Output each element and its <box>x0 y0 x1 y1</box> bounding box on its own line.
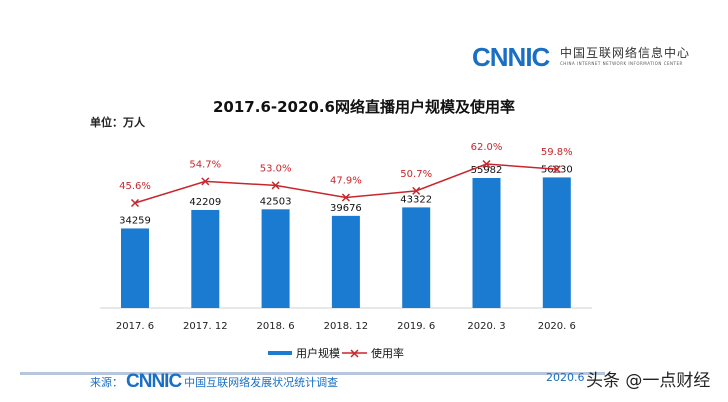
x-tick-label: 2017. 6 <box>116 321 154 332</box>
rate-label: 50.7% <box>400 169 432 180</box>
x-tick-label: 2018. 6 <box>257 321 295 332</box>
rate-marker <box>201 177 210 186</box>
footer-divider <box>20 372 605 375</box>
rate-marker <box>482 159 491 169</box>
bar <box>191 209 220 308</box>
legend-bar-label: 用户规模 <box>296 346 340 360</box>
x-tick-label: 2018. 12 <box>324 321 369 332</box>
bar-label: 42209 <box>189 197 221 208</box>
bar <box>331 215 360 308</box>
rate-marker <box>130 198 140 208</box>
rate-marker <box>271 181 280 190</box>
bar-label: 55982 <box>471 165 503 176</box>
x-tick-label: 2020. 3 <box>467 321 505 332</box>
rate-marker <box>552 165 561 174</box>
rate-label: 45.6% <box>119 181 151 192</box>
bar-label: 39676 <box>330 203 362 214</box>
rate-label: 59.8% <box>541 147 573 158</box>
rate-label: 53.0% <box>260 163 292 174</box>
source: 来源： CNNIC 中国互联网络发展状况统计调查 <box>90 371 338 393</box>
bar-label: 42503 <box>260 196 292 207</box>
bar <box>542 177 571 308</box>
bar <box>121 228 149 308</box>
x-tick-label: 2020. 6 <box>538 321 576 332</box>
source-label: 来源： <box>90 376 123 389</box>
unit-label: 单位：万人 <box>90 116 145 129</box>
rate-label: 62.0% <box>471 142 503 153</box>
cnnic-logo: CNNIC <box>472 42 550 72</box>
logo-chinese-name: 中国互联网络信息中心 <box>560 46 691 60</box>
bar <box>472 178 501 308</box>
x-tick-label: 2017. 12 <box>183 321 228 332</box>
rate-marker <box>412 186 421 195</box>
report-date: 2020.6 <box>546 371 585 384</box>
chart-title: 2017.6-2020.6网络直播用户规模及使用率 <box>213 98 515 116</box>
bar-label: 43322 <box>400 194 432 205</box>
rate-marker <box>341 193 350 202</box>
rate-label: 47.9% <box>330 176 362 187</box>
logo-english-name: CHINA INTERNET NETWORK INFORMATION CENTE… <box>560 61 683 66</box>
rate-label: 54.7% <box>189 159 221 170</box>
legend-line-marker <box>350 349 359 358</box>
source-logo: CNNIC <box>126 371 182 392</box>
legend-bar-swatch <box>268 351 292 355</box>
source-text: 中国互联网络发展状况统计调查 <box>184 376 339 389</box>
bar <box>261 209 290 308</box>
bar <box>402 207 431 308</box>
legend-line-label: 使用率 <box>371 346 404 360</box>
bar-label: 34259 <box>119 215 151 226</box>
watermark: 头条 @一点财经 <box>586 371 711 391</box>
x-tick-label: 2019. 6 <box>397 321 435 332</box>
